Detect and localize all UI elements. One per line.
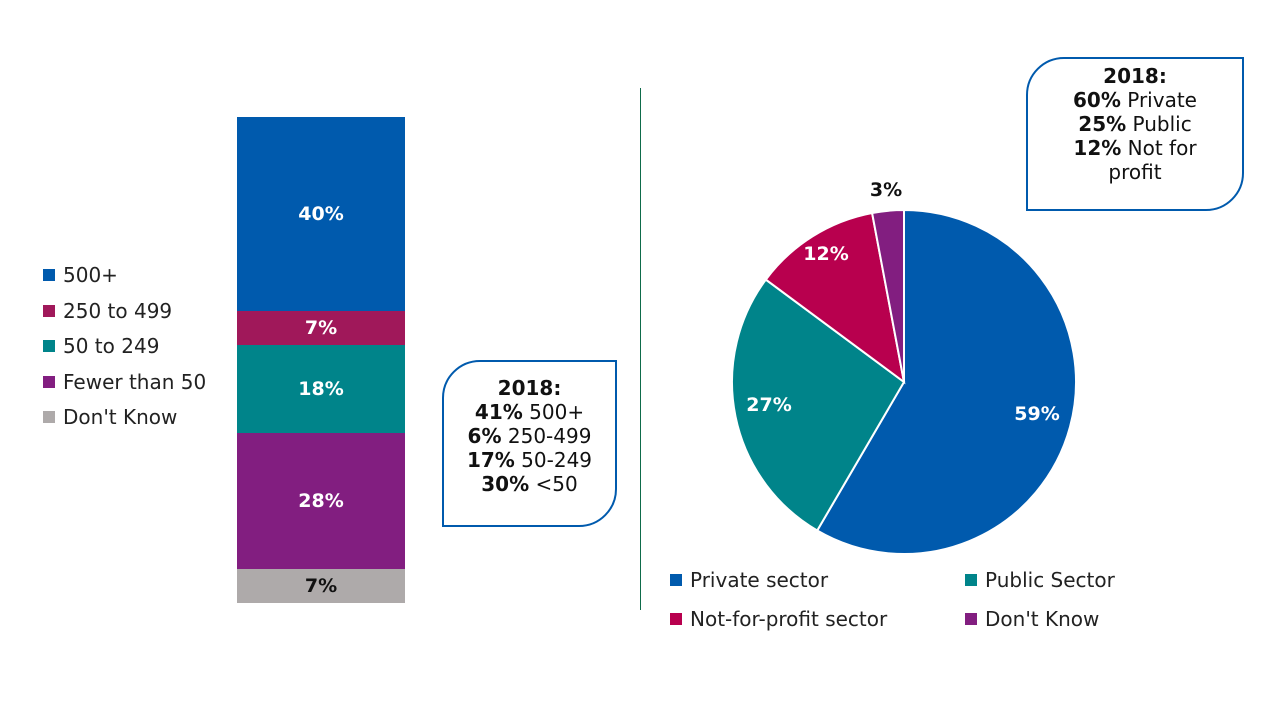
bar-data-label: 7% — [304, 574, 338, 597]
callout-title: 2018: — [1103, 64, 1167, 88]
bar-data-label: 28% — [298, 489, 344, 512]
legend-item: Fewer than 50 — [43, 370, 206, 394]
callout-line: 41% 500+ — [444, 400, 615, 424]
callout-text: <50 — [529, 472, 578, 496]
legend-item: Private sector — [670, 568, 828, 592]
legend-item: 50 to 249 — [43, 334, 159, 358]
callout-line: 17% 50-249 — [444, 448, 615, 472]
legend-swatch — [43, 304, 55, 317]
pie-data-label: 3% — [870, 179, 902, 201]
callout-title: 2018: — [497, 376, 562, 400]
callout-value: 25% — [1078, 112, 1127, 136]
pie-slice — [731, 278, 906, 532]
bar-data-label: 40% — [298, 203, 344, 226]
legend-label: Private sector — [690, 568, 829, 592]
bar-segment: 18% — [237, 345, 405, 433]
legend-item: Don't Know — [43, 405, 177, 429]
legend-swatch — [965, 574, 977, 586]
pie-slice — [764, 211, 906, 385]
pie-data-label: 27% — [746, 394, 791, 416]
bar-segment: 7% — [237, 568, 405, 603]
legend-label: 50 to 249 — [63, 334, 160, 358]
callout-text: 50-249 — [514, 448, 593, 472]
callout-value: 60% — [1073, 88, 1121, 112]
legend-item: Not-for-profit sector — [670, 607, 887, 631]
legend-item: 500+ — [43, 263, 118, 287]
legend-label: 250 to 499 — [63, 298, 173, 323]
legend-label: Don't Know — [985, 607, 1100, 631]
callout-line: 25% Public — [1048, 112, 1222, 136]
legend-item: Public Sector — [965, 568, 1115, 592]
divider — [640, 88, 641, 610]
callout-line: 30% <50 — [444, 472, 615, 496]
legend-label: Don't Know — [63, 405, 178, 429]
legend-swatch — [43, 411, 55, 423]
legend-swatch — [43, 375, 55, 388]
bar-segment: 28% — [237, 432, 405, 569]
bar-2018-callout: 2018: 41% 500+ 6% 250-499 17% 50-249 30% <5… — [442, 360, 617, 527]
pie-data-label: 12% — [803, 243, 848, 265]
callout-text: 500+ — [522, 400, 585, 424]
legend-swatch — [670, 574, 682, 586]
legend-label: 500+ — [63, 263, 118, 287]
legend-item: 250 to 499 — [43, 299, 172, 323]
bar-segment: 7% — [237, 311, 405, 346]
legend-label: Public Sector — [985, 568, 1115, 592]
callout-text: Private — [1120, 88, 1197, 112]
callout-value: 12% — [1073, 136, 1122, 160]
legend-swatch — [43, 340, 55, 352]
bar-data-label: 18% — [298, 378, 344, 401]
legend-swatch — [43, 269, 55, 281]
callout-line: 12% Not for profit — [1048, 136, 1222, 184]
bar-data-label: 7% — [304, 317, 338, 340]
pie-slice — [815, 208, 1077, 555]
callout-value: 30% — [481, 472, 530, 496]
bar-segment: 40% — [237, 117, 405, 312]
callout-line: 60% Private — [1048, 88, 1222, 112]
callout-value: 41% — [474, 400, 523, 424]
legend-label: Fewer than 50 — [63, 369, 207, 394]
pie-data-label: 59% — [1014, 403, 1059, 425]
legend-swatch — [670, 613, 682, 625]
callout-text: 250-499 — [501, 424, 592, 448]
callout-text: Public — [1126, 112, 1192, 136]
callout-text: Not for profit — [1108, 136, 1197, 184]
legend-label: Not-for-profit sector — [690, 607, 888, 631]
legend-item: Don't Know — [965, 607, 1099, 631]
callout-value: 17% — [466, 448, 515, 472]
callout-line: 6% 250-499 — [444, 424, 615, 448]
callout-value: 6% — [467, 424, 502, 448]
pie-2018-callout: 2018: 60% Private 25% Public 12% Not for p… — [1026, 57, 1244, 211]
legend-swatch — [965, 613, 977, 625]
pie-slice — [870, 208, 905, 383]
